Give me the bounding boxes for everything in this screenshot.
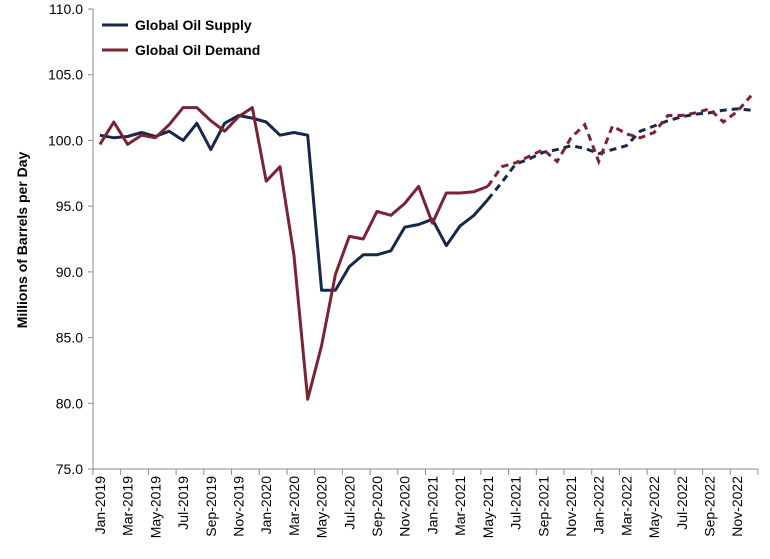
y-tick-label: 105.0: [48, 67, 83, 83]
series-line-forecast-1: [486, 94, 753, 188]
y-tick-label: 90.0: [56, 264, 83, 280]
x-tick-label: Jan-2019: [92, 476, 108, 535]
x-tick-label: May-2019: [147, 476, 163, 538]
x-tick-label: Sep-2020: [369, 476, 385, 537]
x-tick-label: Mar-2020: [286, 476, 302, 536]
x-tick-label: Mar-2019: [120, 476, 136, 536]
y-tick-label: 75.0: [56, 461, 83, 477]
x-tick-label: Sep-2019: [203, 476, 219, 537]
x-tick-label: Nov-2019: [230, 476, 246, 537]
legend-label-1: Global Oil Demand: [135, 42, 260, 58]
x-tick-label: May-2020: [314, 476, 330, 538]
y-tick-label: 95.0: [56, 198, 83, 214]
series-line-actual-0: [99, 114, 489, 292]
y-tick-label: 110.0: [49, 1, 83, 17]
x-tick-label: May-2022: [646, 476, 662, 538]
x-tick-label: Jul-2021: [508, 476, 524, 530]
x-tick-label: Jul-2022: [674, 476, 690, 530]
legend: Global Oil Supply Global Oil Demand: [102, 17, 260, 58]
x-tick-label: Jan-2021: [424, 476, 440, 535]
series-lines: [98, 94, 753, 401]
x-tick-label: Nov-2020: [397, 476, 413, 537]
x-tick-label: Nov-2022: [729, 476, 745, 537]
y-tick-labels: 75.0 80.0 85.0 90.0 95.0 100.0 105.0 110.0: [48, 1, 93, 477]
x-tick-label: May-2021: [480, 476, 496, 538]
y-tick-label: 85.0: [56, 330, 83, 346]
y-axis-title: Millions of Barrels per Day: [14, 151, 30, 328]
x-tick-label: Jan-2020: [258, 476, 274, 535]
series-line-actual-1: [98, 106, 489, 401]
series-line-forecast-0: [486, 107, 752, 201]
x-tick-label: Mar-2021: [452, 476, 468, 536]
x-tick-label: Sep-2022: [702, 476, 718, 537]
x-tick-label: Jan-2022: [591, 476, 607, 535]
x-tick-labels: Jan-2019 Mar-2019 May-2019 Jul-2019 Sep-2019…: [92, 469, 759, 538]
y-tick-label: 100.0: [48, 132, 83, 148]
y-tick-label: 80.0: [56, 395, 83, 411]
legend-label-0: Global Oil Supply: [135, 17, 252, 33]
x-tick-label: Jul-2019: [175, 476, 191, 530]
x-tick-label: Jul-2020: [341, 476, 357, 530]
x-tick-label: Nov-2021: [563, 476, 579, 537]
x-tick-label: Sep-2021: [535, 476, 551, 537]
x-tick-label: Mar-2022: [618, 476, 634, 536]
